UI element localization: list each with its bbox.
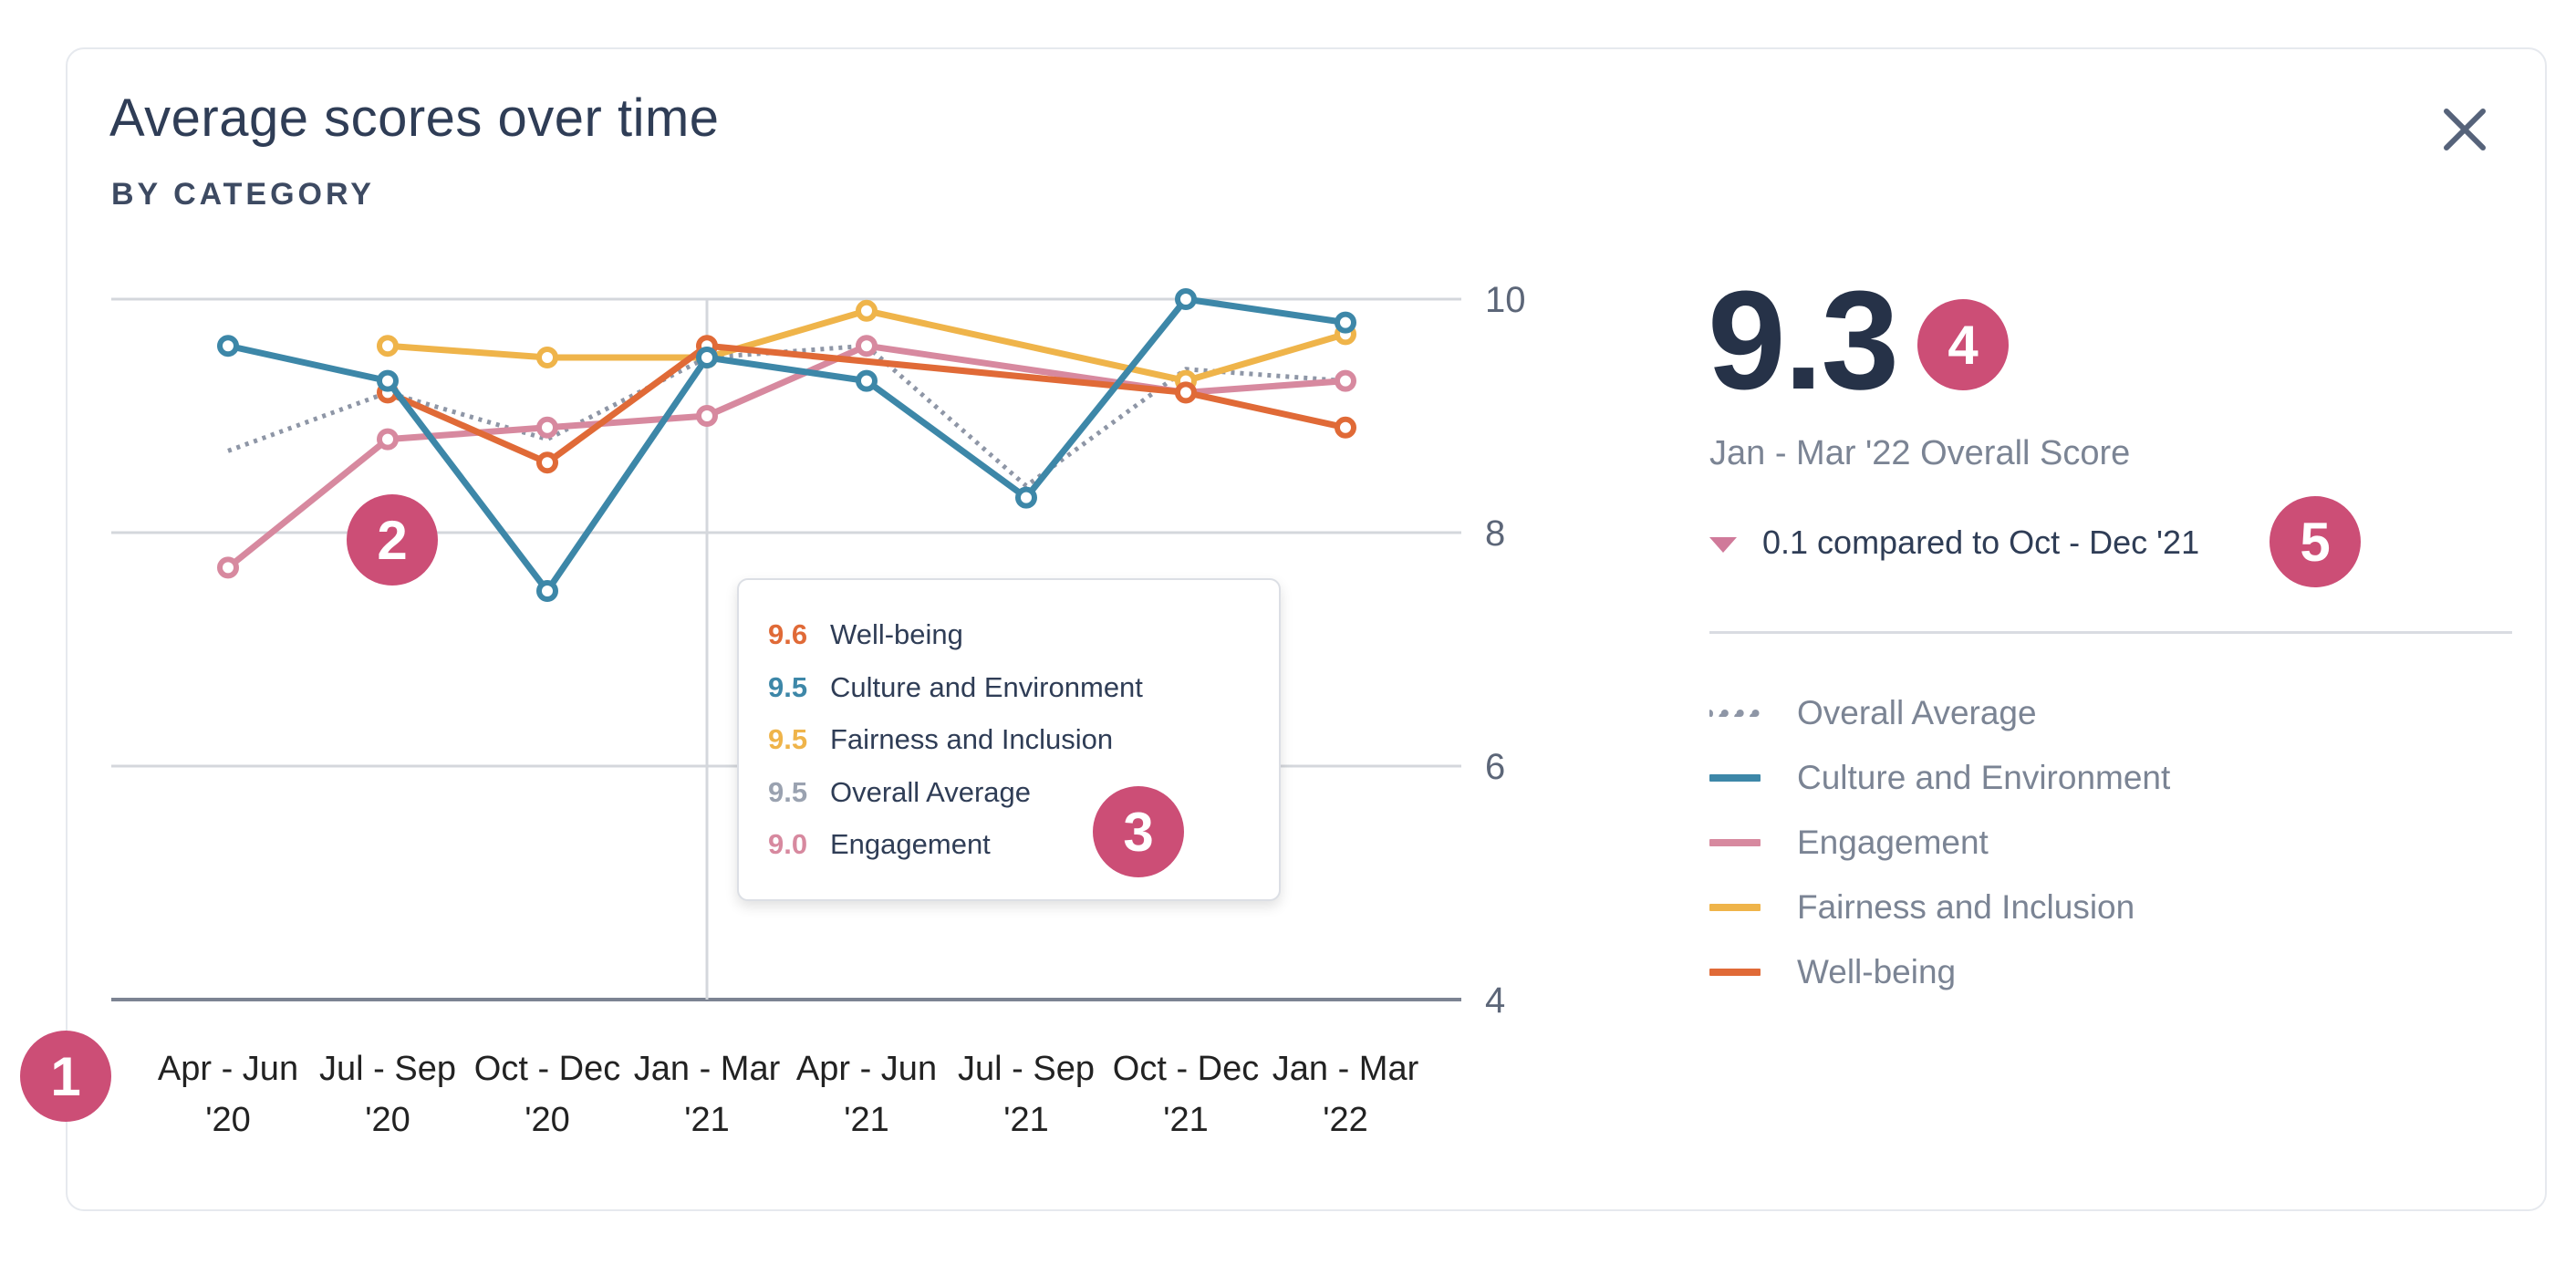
divider bbox=[1709, 631, 2512, 634]
annotation-badge-1: 1 bbox=[20, 1031, 111, 1122]
series-line-wellbeing bbox=[384, 342, 1349, 466]
y-tick-label: 8 bbox=[1485, 513, 1505, 554]
legend-label: Culture and Environment bbox=[1797, 758, 2171, 796]
tooltip-value: 9.5 bbox=[768, 723, 808, 755]
data-point-culture bbox=[856, 369, 878, 392]
line-swatch-icon bbox=[1709, 968, 1761, 976]
data-point-engagement bbox=[536, 416, 558, 439]
dotted-line-swatch-icon bbox=[1709, 709, 1761, 717]
x-tick-label: '21 bbox=[1003, 1101, 1049, 1139]
tooltip-value: 9.0 bbox=[768, 828, 808, 860]
hover-tooltip: 9.6 Well-being 9.5 Culture and Environment… bbox=[737, 578, 1281, 901]
line-swatch-icon bbox=[1709, 838, 1761, 846]
x-tick-label: '22 bbox=[1323, 1101, 1368, 1139]
overall-score: 9.3 bbox=[1708, 262, 1899, 419]
legend-label: Engagement bbox=[1797, 823, 1989, 861]
data-point-engagement bbox=[377, 428, 399, 451]
annotation-badge-4: 4 bbox=[1917, 299, 2009, 390]
data-point-culture bbox=[1175, 288, 1197, 310]
data-point-fairness bbox=[856, 299, 878, 322]
chart-title: Average scores over time bbox=[109, 88, 720, 148]
close-icon bbox=[2444, 109, 2486, 150]
down-triangle-icon bbox=[1709, 536, 1737, 553]
tooltip-value: 9.5 bbox=[768, 670, 808, 703]
x-tick-label: Apr - Jun bbox=[796, 1050, 937, 1088]
tooltip-value: 9.6 bbox=[768, 618, 808, 650]
data-point-culture bbox=[217, 335, 239, 358]
annotation-badge-2: 2 bbox=[347, 494, 438, 586]
legend-label: Fairness and Inclusion bbox=[1797, 887, 2135, 926]
close-button[interactable] bbox=[2437, 102, 2492, 157]
x-tick-label: '20 bbox=[365, 1101, 410, 1139]
x-tick-label: Jan - Mar bbox=[1272, 1050, 1419, 1088]
tooltip-row: 9.6 Well-being bbox=[768, 618, 1279, 671]
x-tick-label: '20 bbox=[205, 1101, 251, 1139]
line-swatch-icon bbox=[1709, 773, 1761, 782]
data-point-engagement bbox=[696, 405, 718, 427]
y-tick-label: 4 bbox=[1485, 980, 1505, 1021]
tooltip-row: 9.5 Culture and Environment bbox=[768, 671, 1279, 724]
data-point-fairness bbox=[377, 335, 399, 358]
chart-legend: Overall Average Culture and Environment … bbox=[1709, 680, 2170, 1004]
data-point-wellbeing bbox=[1175, 381, 1197, 404]
score-comparison: 0.1 compared to Oct - Dec '21 bbox=[1709, 523, 2199, 562]
data-point-culture bbox=[1335, 311, 1356, 334]
x-tick-label: '21 bbox=[684, 1101, 730, 1139]
tooltip-label: Engagement bbox=[830, 828, 991, 860]
legend-item-fairness[interactable]: Fairness and Inclusion bbox=[1709, 875, 2170, 939]
data-point-culture bbox=[536, 580, 558, 602]
x-tick-label: Oct - Dec bbox=[474, 1050, 620, 1088]
data-point-culture bbox=[377, 369, 399, 392]
x-tick-label: '21 bbox=[1163, 1101, 1209, 1139]
tooltip-label: Culture and Environment bbox=[830, 670, 1143, 703]
tooltip-row: 9.5 Fairness and Inclusion bbox=[768, 723, 1279, 776]
data-point-wellbeing bbox=[536, 451, 558, 474]
tooltip-label: Overall Average bbox=[830, 775, 1031, 808]
tooltip-label: Well-being bbox=[830, 618, 963, 650]
x-tick-label: Jan - Mar bbox=[634, 1050, 781, 1088]
score-period-label: Jan - Mar '22 Overall Score bbox=[1709, 434, 2131, 472]
legend-item-wellbeing[interactable]: Well-being bbox=[1709, 939, 2170, 1004]
x-tick-label: Jul - Sep bbox=[319, 1050, 456, 1088]
chart-subtitle: BY CATEGORY bbox=[111, 177, 375, 212]
y-tick-label: 10 bbox=[1485, 280, 1526, 320]
legend-label: Well-being bbox=[1797, 952, 1957, 990]
y-tick-label: 6 bbox=[1485, 747, 1505, 787]
line-swatch-icon bbox=[1709, 903, 1761, 911]
data-point-engagement bbox=[1335, 369, 1356, 392]
data-point-engagement bbox=[217, 556, 239, 579]
series-line-fairness bbox=[384, 307, 1349, 385]
chart-card bbox=[66, 47, 2547, 1211]
tooltip-label: Fairness and Inclusion bbox=[830, 723, 1114, 755]
annotation-badge-3: 3 bbox=[1093, 786, 1184, 877]
x-tick-label: Apr - Jun bbox=[158, 1050, 298, 1088]
series-line-culture bbox=[224, 295, 1349, 595]
data-point-wellbeing bbox=[1335, 416, 1356, 439]
comparison-text: 0.1 compared to Oct - Dec '21 bbox=[1762, 523, 2200, 561]
legend-label: Overall Average bbox=[1797, 693, 2037, 731]
tooltip-value: 9.5 bbox=[768, 775, 808, 808]
tooltip-row: 9.5 Overall Average bbox=[768, 776, 1279, 829]
x-tick-label: Jul - Sep bbox=[958, 1050, 1095, 1088]
data-point-culture bbox=[1015, 486, 1037, 509]
data-point-engagement bbox=[856, 335, 878, 358]
legend-item-culture[interactable]: Culture and Environment bbox=[1709, 745, 2170, 810]
x-tick-label: Oct - Dec bbox=[1113, 1050, 1259, 1088]
tooltip-row: 9.0 Engagement bbox=[768, 828, 1279, 881]
x-tick-label: '20 bbox=[525, 1101, 570, 1139]
legend-item-engagement[interactable]: Engagement bbox=[1709, 810, 2170, 875]
data-point-fairness bbox=[536, 347, 558, 368]
x-tick-label: '21 bbox=[844, 1101, 889, 1139]
data-point-culture bbox=[696, 347, 718, 368]
annotation-badge-5: 5 bbox=[2270, 496, 2361, 587]
legend-item-overall[interactable]: Overall Average bbox=[1709, 680, 2170, 745]
